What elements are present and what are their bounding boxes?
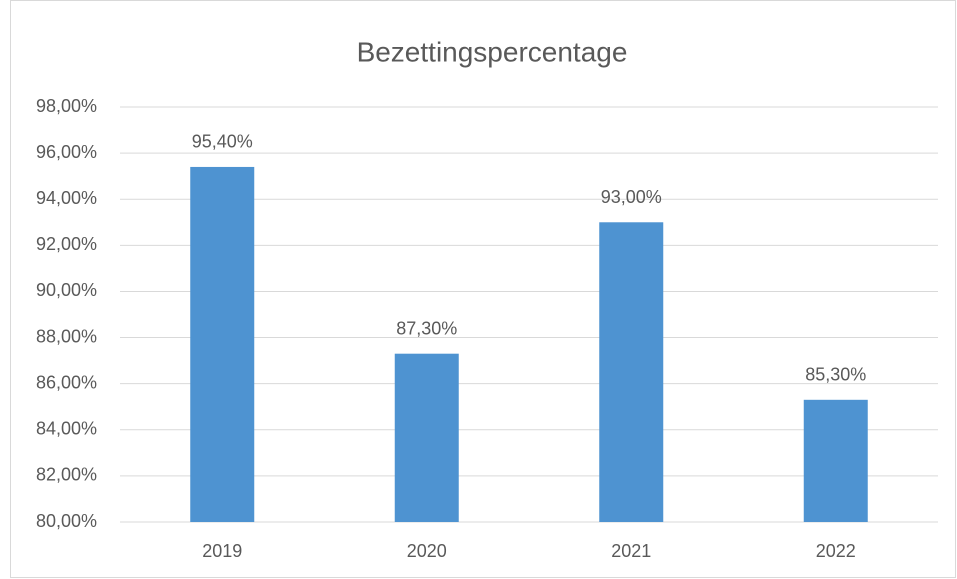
value-label: 87,30% (396, 318, 457, 338)
x-tick-label: 2022 (816, 541, 856, 561)
x-tick-label: 2021 (611, 541, 651, 561)
bar (599, 222, 664, 522)
x-tick-label: 2019 (202, 541, 242, 561)
value-label: 95,40% (192, 132, 253, 152)
bar (190, 166, 255, 522)
y-tick-label: 80,00% (36, 511, 97, 531)
y-tick-label: 88,00% (36, 326, 97, 346)
chart-border (10, 0, 956, 578)
y-tick-label: 92,00% (36, 234, 97, 254)
y-tick-label: 96,00% (36, 142, 97, 162)
y-tick-label: 94,00% (36, 188, 97, 208)
y-tick-label: 82,00% (36, 465, 97, 485)
chart-title: Bezettingspercentage (357, 36, 628, 67)
y-tick-label: 84,00% (36, 419, 97, 439)
y-tick-label: 90,00% (36, 280, 97, 300)
y-tick-label: 86,00% (36, 372, 97, 392)
bar (803, 399, 868, 522)
y-tick-label: 98,00% (36, 96, 97, 116)
value-label: 85,30% (805, 365, 866, 385)
x-tick-label: 2020 (407, 541, 447, 561)
bar (394, 353, 459, 522)
value-label: 93,00% (601, 187, 662, 207)
